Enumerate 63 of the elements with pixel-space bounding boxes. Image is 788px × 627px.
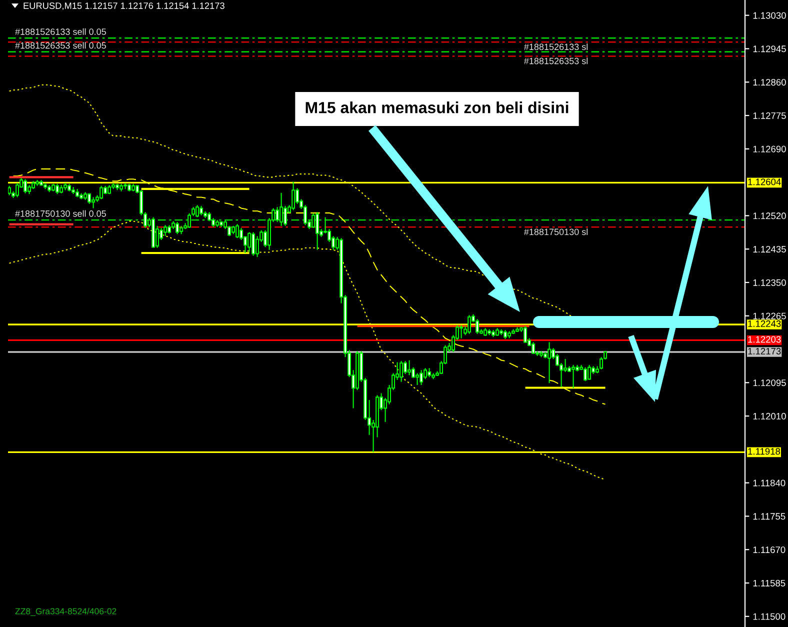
y-tick-label: 1.11585 <box>753 580 786 586</box>
candlestick <box>8 185 12 196</box>
y-tick-label: 1.11840 <box>753 480 786 486</box>
y-tick-label: 1.12860 <box>753 78 786 86</box>
candlestick <box>56 183 60 195</box>
ref-line-label: #1881526353 sl <box>524 58 588 64</box>
candlestick <box>416 372 420 386</box>
candlestick <box>588 364 592 380</box>
ref-line-label: 1.12243 <box>748 320 781 327</box>
y-tick-label: 1.12350 <box>753 279 786 286</box>
candlestick <box>296 188 300 204</box>
candlestick <box>248 232 252 252</box>
y-tick-label: 1.12095 <box>753 380 786 386</box>
annotation: ZZ8_Gra334-8524/406-02 <box>15 608 116 616</box>
candlestick <box>428 368 432 378</box>
candlestick <box>548 342 552 384</box>
candlestick <box>584 366 588 382</box>
candlestick <box>404 360 408 375</box>
ref-line-label: #1881526133 sell 0.05 <box>15 28 106 35</box>
candlestick <box>468 314 472 334</box>
y-tick-label: 1.13030 <box>753 12 786 19</box>
candlestick <box>24 178 28 194</box>
candlestick <box>420 370 424 386</box>
y-tick-label: 1.12775 <box>753 112 786 119</box>
candlestick <box>292 181 296 211</box>
annotation: M15 akan memasuki zon beli disini <box>306 102 568 114</box>
candlestick <box>16 182 20 198</box>
candlestick <box>460 324 464 339</box>
candlestick <box>256 236 260 258</box>
candlestick <box>476 318 480 334</box>
candlestick <box>92 196 96 209</box>
candlestick <box>408 360 412 376</box>
candlestick <box>236 223 240 239</box>
candlestick <box>200 205 204 216</box>
candlestick <box>504 329 508 340</box>
ref-line-label: #1881750130 sell 0.05 <box>15 210 106 217</box>
ref-line-label: #1881526353 sell 0.05 <box>15 42 106 49</box>
candlestick <box>196 204 200 218</box>
ref-line-label: #1881526133 sl <box>524 43 588 50</box>
chart-title: EURUSD,M15 1.12157 1.12176 1.12154 1.12173 <box>24 2 224 10</box>
y-tick-label: 1.12435 <box>753 246 786 253</box>
ref-line-label: 1.11918 <box>748 448 780 455</box>
y-tick-label: 1.11755 <box>753 513 786 520</box>
candlestick <box>100 185 104 200</box>
candlestick <box>564 358 568 373</box>
y-tick-label: 1.12690 <box>753 146 786 152</box>
ref-line-label: #1881750130 sl <box>524 228 588 236</box>
candlestick <box>400 360 404 382</box>
candlestick <box>524 326 528 344</box>
candlestick <box>164 224 168 237</box>
ref-line-label: 1.12203 <box>748 336 781 343</box>
candlestick <box>28 184 32 195</box>
y-tick-label: 1.12010 <box>753 412 786 420</box>
ref-line-label: 1.12604 <box>748 178 781 186</box>
candlestick <box>572 364 576 389</box>
y-tick-label: 1.12945 <box>753 46 786 52</box>
y-tick-label: 1.11670 <box>753 546 786 554</box>
candlestick <box>252 232 256 256</box>
y-tick-label: 1.12265 <box>753 312 786 320</box>
y-tick-label: 1.12520 <box>753 212 786 220</box>
y-tick-label: 1.11500 <box>753 613 786 620</box>
candlestick <box>532 342 536 354</box>
ref-line-label: 1.12173 <box>748 348 781 354</box>
